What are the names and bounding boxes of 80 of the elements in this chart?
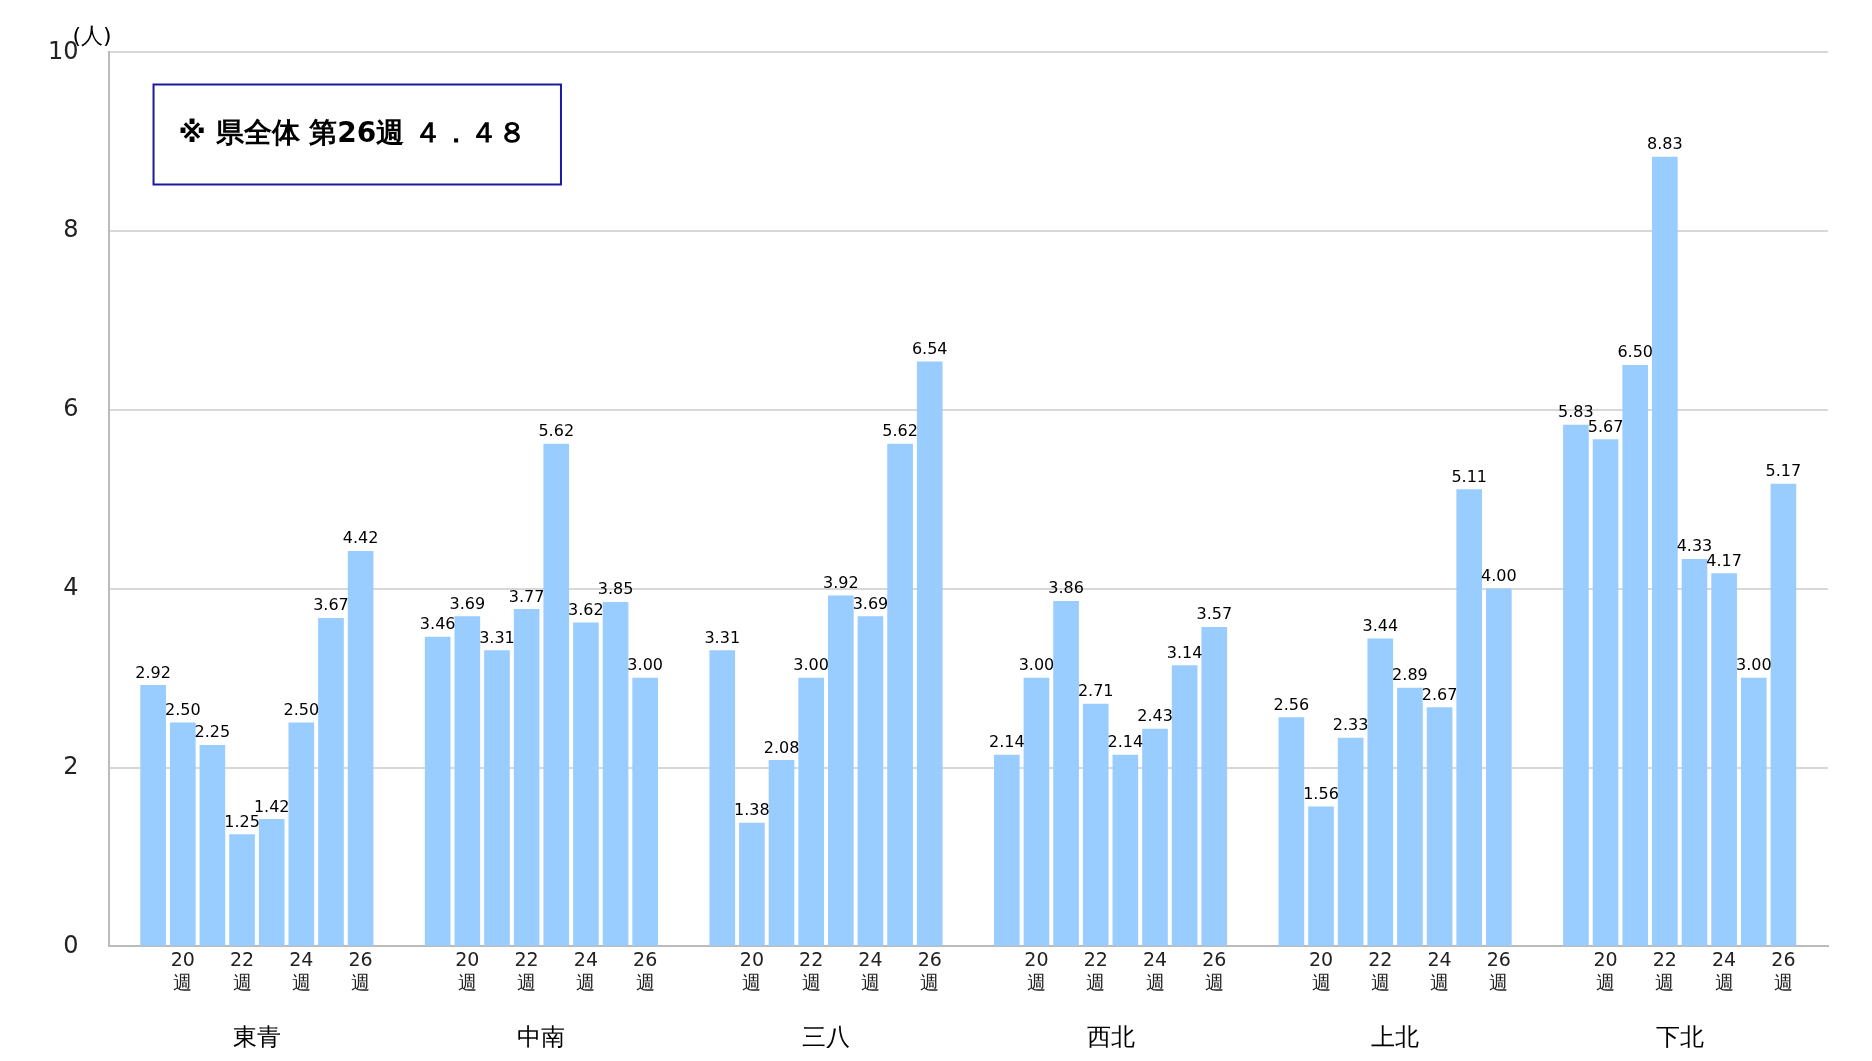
- x-tick-label: 22週: [229, 947, 255, 993]
- text: 三八: [801, 1022, 850, 1051]
- x-tick-label: 20週: [1593, 947, 1618, 993]
- data-label: 3.14: [1166, 642, 1203, 662]
- data-label: 5.67: [1587, 416, 1624, 436]
- y-tick-label: 8: [63, 215, 79, 244]
- data-label: 3.86: [1048, 578, 1084, 598]
- x-tick-label: 24週: [1712, 947, 1737, 993]
- x-tick-label: 26週: [1202, 947, 1227, 993]
- data-label: 4.00: [1481, 565, 1517, 585]
- data-label: 2.67: [1421, 684, 1458, 704]
- x-tick-label: 20週: [1308, 947, 1334, 993]
- data-label: 2.14: [988, 732, 1025, 752]
- data-label: 5.62: [538, 421, 575, 441]
- x-tick-label: 26週: [1771, 947, 1796, 993]
- x-tick-label: 22週: [1368, 947, 1393, 993]
- x-tick-label: 22週: [514, 947, 539, 993]
- data-label: 3.00: [1735, 655, 1772, 675]
- data-label: 3.57: [1196, 604, 1233, 624]
- data-label: 2.50: [164, 700, 201, 720]
- data-label: 3.31: [479, 627, 515, 647]
- annotation: ※ 県全体 第26週 ４．４８: [178, 115, 526, 149]
- x-tick-label: 22週: [1652, 947, 1677, 993]
- x-tick-label: 24週: [1427, 947, 1452, 993]
- text: 上北: [1371, 1022, 1420, 1051]
- data-label: 4.17: [1706, 550, 1742, 570]
- data-label: 3.85: [597, 579, 634, 599]
- x-tick-label: 26週: [633, 947, 658, 993]
- data-label: 2.71: [1077, 681, 1114, 701]
- text: 中南: [517, 1022, 566, 1051]
- data-label: 6.50: [1617, 342, 1654, 362]
- x-tick-label: 20週: [170, 947, 195, 993]
- x-tick-label: 24週: [289, 947, 314, 993]
- data-label: 3.62: [568, 599, 604, 619]
- data-label: 3.46: [419, 614, 456, 634]
- data-label: 6.54: [911, 338, 948, 358]
- data-label: 1.56: [1303, 784, 1339, 804]
- data-label: 2.08: [763, 737, 800, 757]
- text: 西北: [1086, 1022, 1135, 1051]
- data-label: 3.67: [313, 595, 349, 615]
- data-label: 2.33: [1332, 715, 1369, 735]
- data-label: 3.00: [627, 655, 663, 675]
- data-label: 5.11: [1451, 466, 1488, 486]
- data-label: 3.00: [1018, 655, 1055, 675]
- data-label: 3.69: [449, 593, 486, 613]
- data-label: 5.17: [1765, 461, 1802, 481]
- data-label: 3.69: [852, 593, 889, 613]
- data-label: 2.43: [1137, 706, 1173, 726]
- text: 下北: [1655, 1022, 1704, 1051]
- x-tick-label: 24週: [858, 947, 883, 993]
- x-tick-label: 26週: [917, 947, 942, 993]
- data-label: 2.89: [1392, 665, 1428, 685]
- y-tick-label: 2: [63, 751, 79, 780]
- data-label: 3.31: [704, 627, 741, 647]
- y-tick-label: 4: [63, 573, 79, 602]
- data-label: 2.56: [1273, 694, 1310, 714]
- x-tick-label: 26週: [348, 947, 373, 993]
- x-tick-label: 20週: [455, 947, 480, 993]
- y-tick-label: 6: [63, 394, 79, 423]
- data-label: 2.25: [194, 722, 231, 742]
- data-label: 4.42: [342, 528, 379, 548]
- data-label: 3.92: [823, 573, 859, 593]
- x-tick-label: 26週: [1486, 947, 1511, 993]
- x-tick-label: 20週: [739, 947, 764, 993]
- x-tick-label: 20週: [1024, 947, 1049, 993]
- x-tick-label: 22週: [799, 947, 824, 993]
- x-tick-label: 24週: [1142, 947, 1168, 993]
- x-tick-label: 22週: [1083, 947, 1108, 993]
- x-tick-label: 24週: [573, 947, 598, 993]
- data-label: 2.50: [283, 700, 320, 720]
- data-label: 3.77: [508, 586, 545, 606]
- data-label: 2.14: [1107, 732, 1144, 752]
- data-label: 1.38: [734, 800, 770, 820]
- text: 東青: [232, 1022, 281, 1051]
- data-label: 2.92: [135, 662, 171, 682]
- data-label: 5.62: [882, 421, 918, 441]
- data-label: 3.44: [1362, 616, 1399, 636]
- data-label: 8.83: [1647, 134, 1683, 154]
- data-label: 3.00: [793, 655, 829, 675]
- y-tick-label: 0: [63, 930, 79, 959]
